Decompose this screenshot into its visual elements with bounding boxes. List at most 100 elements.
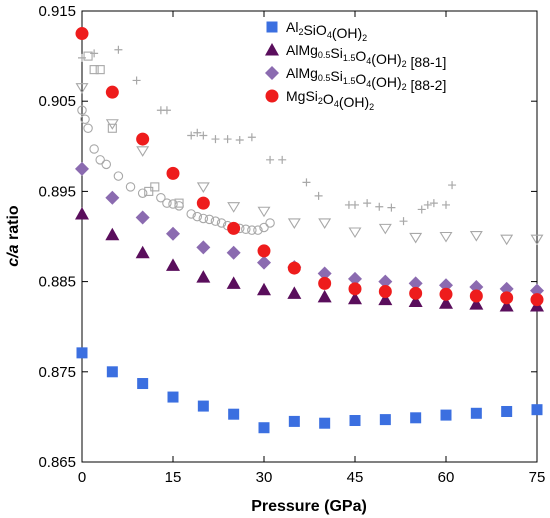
series-circle — [75, 27, 544, 307]
point-circle — [348, 282, 362, 296]
point-circle — [378, 285, 392, 299]
point-open-square — [107, 123, 117, 133]
point-open-circle — [113, 171, 124, 181]
point-circle — [409, 286, 423, 300]
point-square — [258, 422, 270, 434]
point-open-square — [150, 182, 160, 192]
point-open-circle — [210, 216, 221, 226]
point-plus — [266, 155, 275, 164]
point-open-triangle-down — [348, 227, 362, 239]
point-circle — [196, 196, 210, 210]
point-plus — [375, 202, 384, 211]
point-open-triangle-down — [75, 83, 89, 94]
point-plus — [429, 199, 438, 208]
y-tick-label: 0.885 — [38, 274, 76, 291]
point-open-square — [89, 65, 99, 75]
point-open-triangle-down — [500, 234, 514, 246]
legend-item: MgSi2O4(OH)2 — [265, 88, 374, 112]
point-diamond — [530, 283, 544, 298]
point-open-circle — [95, 155, 105, 165]
point-circle — [500, 291, 514, 305]
point-open-triangle-down — [439, 231, 453, 243]
point-open-circle — [89, 144, 99, 154]
point-circle — [105, 85, 119, 99]
series-triangle — [75, 206, 544, 312]
legend-marker-triangle — [265, 43, 279, 56]
point-open-circle — [162, 198, 172, 208]
point-plus — [187, 131, 196, 140]
point-diamond — [348, 271, 362, 286]
point-open-circle — [168, 199, 178, 209]
point-diamond — [105, 190, 120, 205]
point-triangle — [317, 289, 332, 303]
y-axis-title-rest: ratio — [5, 205, 22, 244]
point-plus — [114, 45, 123, 54]
point-triangle — [135, 245, 150, 259]
point-circle — [530, 293, 544, 307]
point-open-circle — [137, 188, 148, 198]
point-square — [76, 347, 88, 359]
point-square — [288, 415, 300, 427]
legend-item: AlMg0.5Si1.5O4(OH)2 [88-2] — [265, 65, 446, 93]
point-triangle — [378, 292, 393, 306]
unlabeled-series-open-triangle-down — [75, 83, 544, 246]
point-open-triangle-down — [257, 206, 271, 218]
point-triangle — [287, 286, 302, 299]
point-square — [167, 391, 179, 403]
point-plus — [235, 135, 244, 144]
y-tick-label: 0.905 — [38, 93, 76, 110]
point-triangle — [105, 227, 120, 241]
point-diamond — [378, 274, 393, 289]
y-tick-label: 0.915 — [38, 3, 76, 20]
point-circle — [439, 287, 453, 301]
point-plus — [90, 49, 99, 58]
point-square — [319, 417, 331, 429]
point-plus — [351, 200, 359, 209]
point-triangle — [469, 297, 484, 310]
y-tick-label: 0.865 — [38, 454, 76, 471]
legend-marker-circle — [265, 89, 279, 103]
point-square — [106, 366, 118, 378]
point-circle — [136, 132, 150, 146]
point-triangle — [75, 206, 89, 220]
point-open-circle — [156, 192, 166, 203]
point-open-circle — [253, 225, 263, 235]
point-open-triangle-down — [287, 218, 301, 230]
point-triangle — [408, 294, 423, 307]
point-diamond — [75, 161, 89, 176]
unlabeled-series-open-square — [83, 51, 184, 208]
point-plus — [302, 178, 311, 187]
point-square — [228, 408, 240, 420]
legend-marker-diamond — [265, 66, 279, 80]
series-square — [76, 347, 543, 434]
legend-marker-square — [266, 21, 278, 33]
point-circle — [287, 261, 301, 275]
point-diamond — [469, 280, 484, 295]
x-tick-label: 15 — [165, 469, 182, 486]
x-tick-label: 75 — [529, 469, 546, 486]
unlabeled-series-plus — [78, 45, 457, 226]
point-open-square — [83, 51, 93, 61]
legend-label: MgSi2O4(OH)2 — [286, 88, 374, 112]
point-triangle — [226, 276, 241, 289]
point-triangle — [196, 270, 211, 283]
point-open-circle — [83, 123, 93, 134]
point-open-triangle-down — [136, 146, 150, 157]
point-square — [501, 405, 513, 417]
point-plus — [448, 181, 457, 190]
point-open-circle — [216, 218, 227, 228]
point-plus — [423, 200, 432, 209]
y-axis-title-italic: c/a — [5, 244, 22, 266]
x-tick-label: 60 — [438, 469, 455, 486]
legend-label: AlMg0.5Si1.5O4(OH)2 [88-2] — [286, 65, 446, 93]
point-diamond — [499, 281, 514, 296]
point-square — [137, 378, 149, 390]
x-tick-label: 45 — [347, 469, 364, 486]
point-open-circle — [247, 225, 257, 235]
point-open-triangle-down — [196, 182, 210, 193]
point-plus — [162, 106, 171, 115]
point-circle — [227, 221, 241, 235]
point-plus — [223, 135, 232, 144]
point-circle — [75, 27, 89, 41]
